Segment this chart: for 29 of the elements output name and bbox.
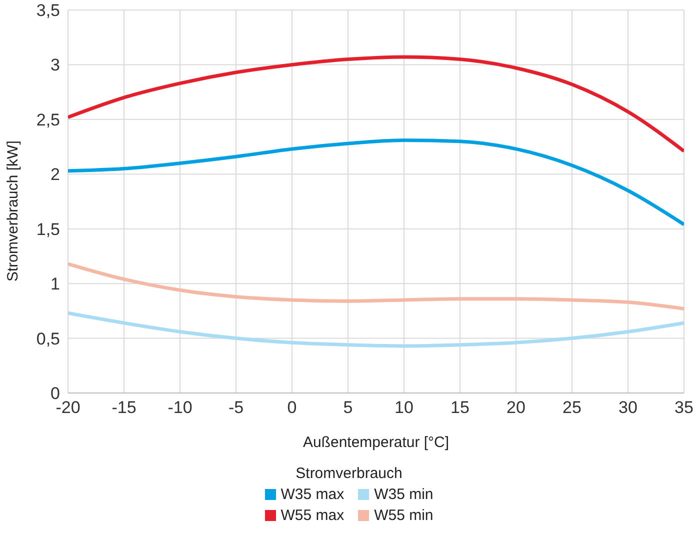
- x-tick-label: 20: [506, 398, 526, 418]
- line-series: [68, 311, 684, 348]
- x-tick-label: 0: [287, 398, 297, 418]
- y-tick-label: 2,5: [36, 110, 60, 130]
- x-tick-label: 15: [450, 398, 470, 418]
- x-tick-label: -15: [112, 398, 136, 418]
- y-tick-label: 0,5: [36, 329, 60, 348]
- x-tick-label: 10: [394, 398, 414, 418]
- x-tick-label: 5: [343, 398, 353, 418]
- y-tick-label: 1,5: [36, 220, 60, 239]
- legend-label: W55 min: [374, 507, 434, 524]
- y-tick-label: 1: [50, 274, 60, 294]
- line-series: [68, 262, 684, 310]
- x-axis-title: Außentemperatur [°C]: [302, 434, 450, 451]
- x-tick-label: 30: [618, 398, 638, 418]
- legend-label: W35 min: [374, 486, 434, 503]
- y-axis-title: Stromverbrauch [kW]: [4, 140, 22, 282]
- legend-title: Stromverbrauch: [296, 465, 402, 482]
- x-tick-label: 25: [562, 398, 582, 418]
- line-series: [68, 138, 684, 226]
- legend-label: W55 max: [280, 507, 344, 524]
- x-tick-label: -5: [228, 398, 244, 418]
- line-series: [68, 55, 684, 153]
- y-tick-label: 2: [50, 165, 60, 184]
- legend-label: W35 max: [280, 486, 344, 503]
- x-tick-label: -10: [168, 398, 192, 418]
- y-tick-label: 3,5: [36, 1, 60, 20]
- x-tick-label: 35: [674, 398, 694, 418]
- y-tick-label: 3: [50, 56, 60, 75]
